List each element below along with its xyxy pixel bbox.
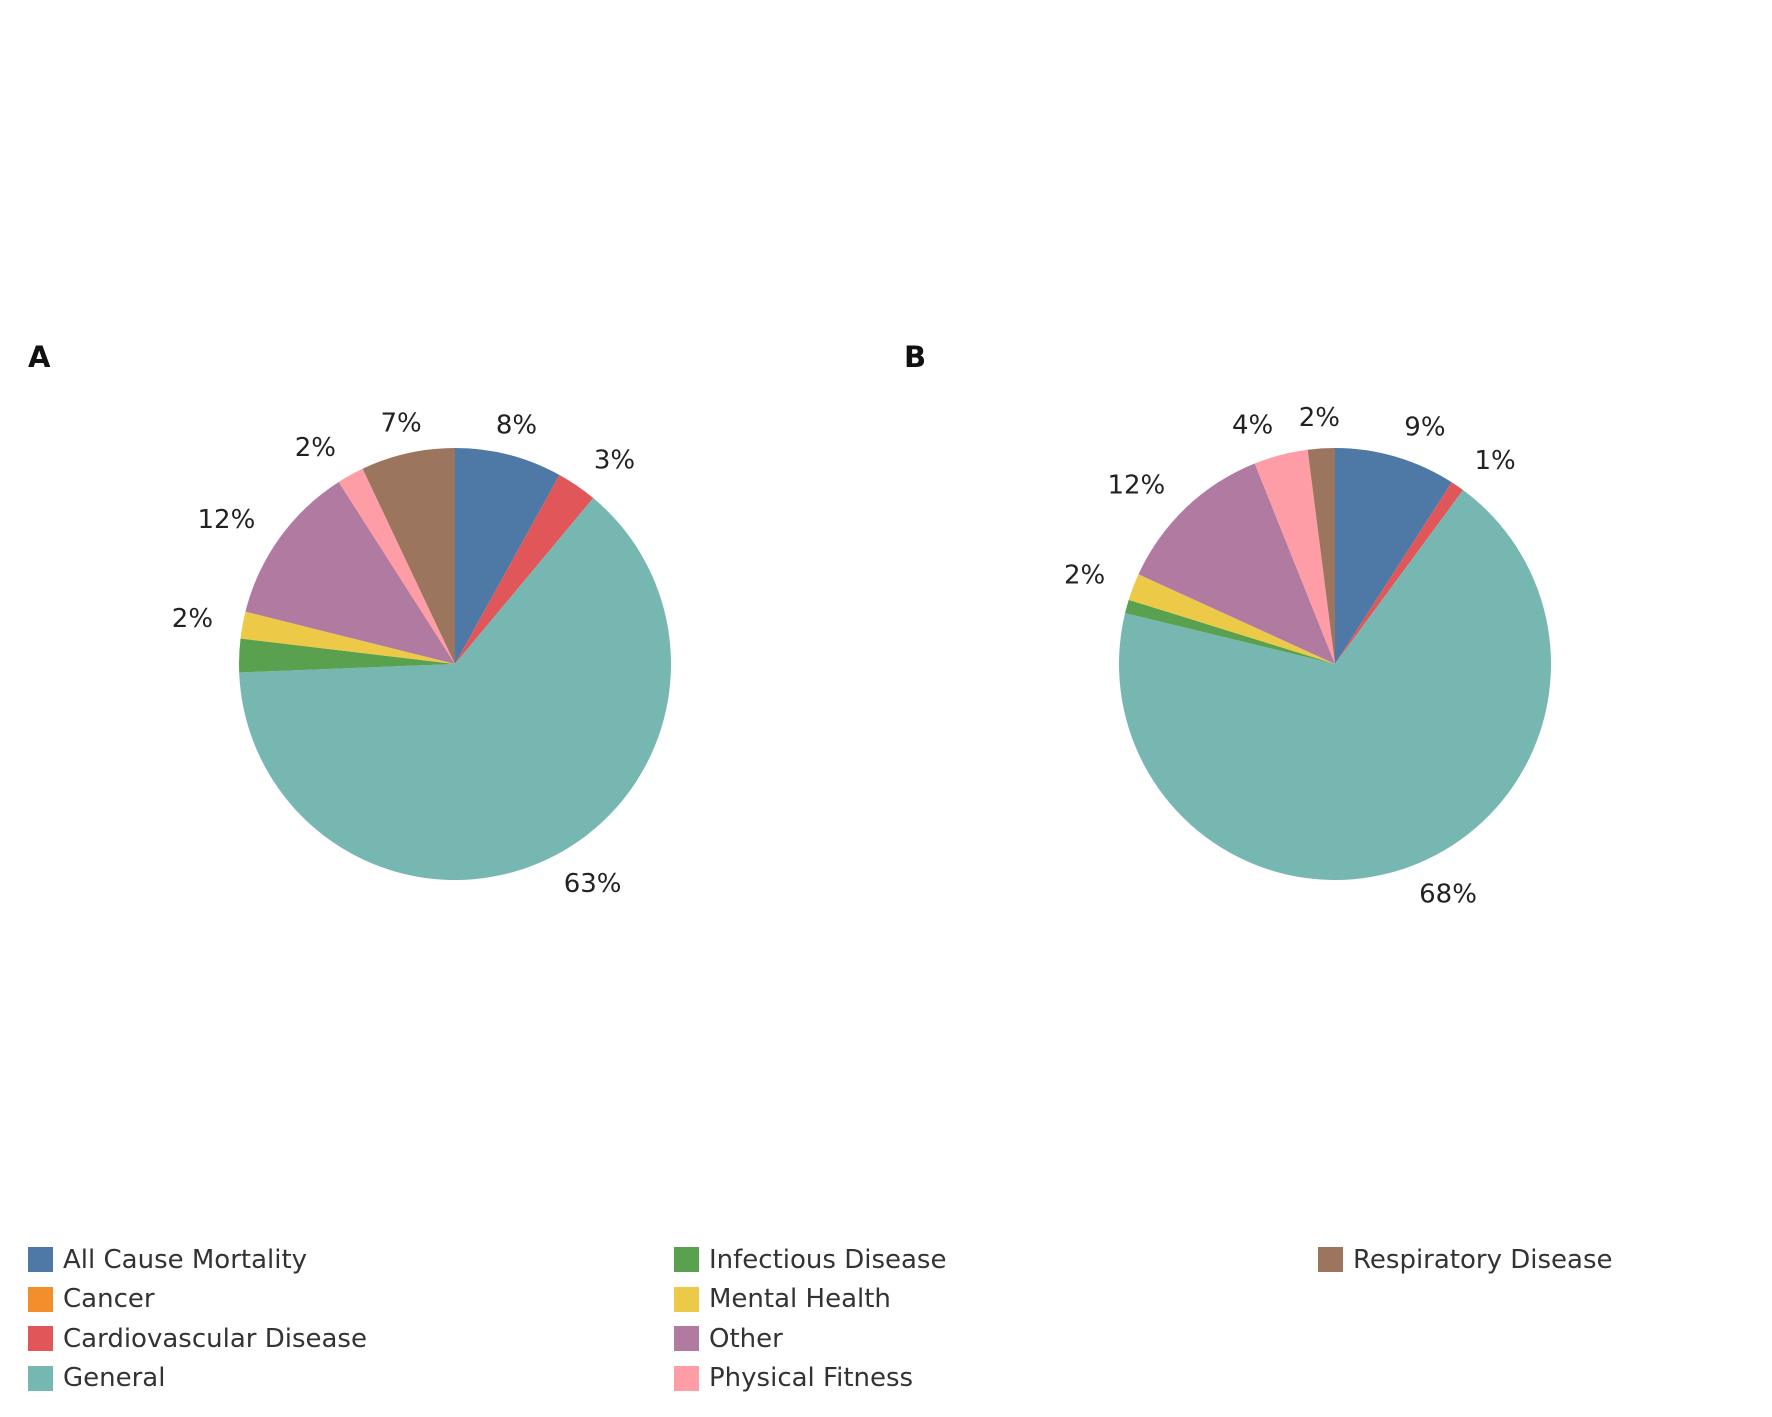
legend-swatch-cardiovascular-disease <box>28 1326 53 1352</box>
legend-label-cardiovascular-disease: Cardiovascular Disease <box>63 1323 367 1354</box>
legend-swatch-general <box>28 1365 53 1391</box>
legend-item-respiratory-disease: Respiratory Disease <box>1318 1240 1613 1280</box>
legend-label-mental-health: Mental Health <box>709 1284 891 1315</box>
pie-a-slice-cardiovascular-disease <box>455 474 594 664</box>
legend-item-physical-fitness: Physical Fitness <box>674 1359 946 1399</box>
pie-b-slice-other <box>1138 463 1335 664</box>
legend-column-3: Respiratory Disease <box>1318 1240 1613 1280</box>
pie-chart-a: 8% 3% 63% 2% 12% 2% 7% <box>172 408 671 899</box>
legend-label-infectious-disease: Infectious Disease <box>709 1244 947 1275</box>
pie-a-label-cardiovascular-disease: 3% <box>594 445 635 475</box>
legend-item-cancer: Cancer <box>28 1280 367 1320</box>
pie-a-label-all-cause-mortality: 8% <box>496 410 537 440</box>
panel-label-a: A <box>28 340 51 374</box>
legend-column-2: Infectious Disease Mental Health Other Phys… <box>674 1240 946 1398</box>
legend-swatch-mental-health <box>674 1286 699 1312</box>
legend-item-mental-health: Mental Health <box>674 1280 946 1320</box>
pie-a-label-other: 12% <box>198 505 256 535</box>
pie-b-label-other: 12% <box>1107 470 1165 500</box>
legend-item-general: General <box>28 1359 367 1399</box>
pie-a-label-respiratory-disease: 7% <box>380 408 421 438</box>
legend-label-other: Other <box>709 1323 783 1354</box>
pie-b-slice-general <box>1119 490 1551 880</box>
pie-b-label-physical-fitness: 4% <box>1232 410 1273 440</box>
pie-b-label-all-cause-mortality: 9% <box>1404 412 1445 442</box>
legend-label-cancer: Cancer <box>63 1284 155 1315</box>
panel-label-b: B <box>904 340 927 374</box>
legend-label-respiratory-disease: Respiratory Disease <box>1353 1244 1613 1275</box>
legend-swatch-other <box>674 1326 699 1352</box>
pie-b-slice-respiratory-disease <box>1307 448 1335 664</box>
legend-swatch-physical-fitness <box>674 1365 699 1391</box>
legend-label-all-cause-mortality: All Cause Mortality <box>63 1244 308 1275</box>
legend: All Cause Mortality Cancer Cardiovascular … <box>28 1240 1748 1410</box>
legend-swatch-all-cause-mortality <box>28 1247 53 1273</box>
pie-a-slice-respiratory-disease <box>362 448 455 664</box>
pie-a-slice-other <box>245 481 455 664</box>
pie-a-slice-physical-fitness <box>338 468 455 664</box>
pie-b-slice-physical-fitness <box>1254 449 1335 664</box>
legend-item-other: Other <box>674 1319 946 1359</box>
legend-item-cardiovascular-disease: Cardiovascular Disease <box>28 1319 367 1359</box>
pie-b-slice-infectious-disease <box>1125 599 1335 664</box>
legend-swatch-cancer <box>28 1286 53 1312</box>
pie-panel-a: A 8% 3% 63% 2% 12% 2% 7% <box>0 300 860 940</box>
legend-label-physical-fitness: Physical Fitness <box>709 1363 914 1394</box>
legend-column-1: All Cause Mortality Cancer Cardiovascular … <box>28 1240 367 1398</box>
pie-b-slice-mental-health <box>1128 574 1335 664</box>
pie-b-slice-all-cause-mortality <box>1335 448 1452 664</box>
pie-a-label-general: 63% <box>564 869 622 899</box>
pie-a-slice-general <box>239 498 671 880</box>
pie-a-label-physical-fitness: 2% <box>295 433 336 463</box>
pie-b-label-mental-health: 2% <box>1064 561 1105 591</box>
pie-a-slice-infectious-disease <box>239 638 455 673</box>
pie-a-slice-mental-health <box>240 611 455 664</box>
pie-panel-b: B 9% 1% 68% 2% 12% 4% 2% <box>886 300 1746 940</box>
pie-b-label-cardiovascular-disease: 1% <box>1474 446 1515 476</box>
pie-b-label-general: 68% <box>1419 880 1477 910</box>
pie-a-label-mental-health: 2% <box>172 604 213 634</box>
pie-b-slice-cardiovascular-disease <box>1335 482 1464 664</box>
pie-a-slice-all-cause-mortality <box>455 448 560 664</box>
legend-item-all-cause-mortality: All Cause Mortality <box>28 1240 367 1280</box>
legend-item-infectious-disease: Infectious Disease <box>674 1240 946 1280</box>
legend-label-general: General <box>63 1363 166 1394</box>
pie-chart-b: 9% 1% 68% 2% 12% 4% 2% <box>1064 403 1551 910</box>
legend-swatch-infectious-disease <box>674 1247 699 1273</box>
legend-swatch-respiratory-disease <box>1318 1247 1343 1273</box>
pie-b-label-respiratory-disease: 2% <box>1299 403 1340 433</box>
